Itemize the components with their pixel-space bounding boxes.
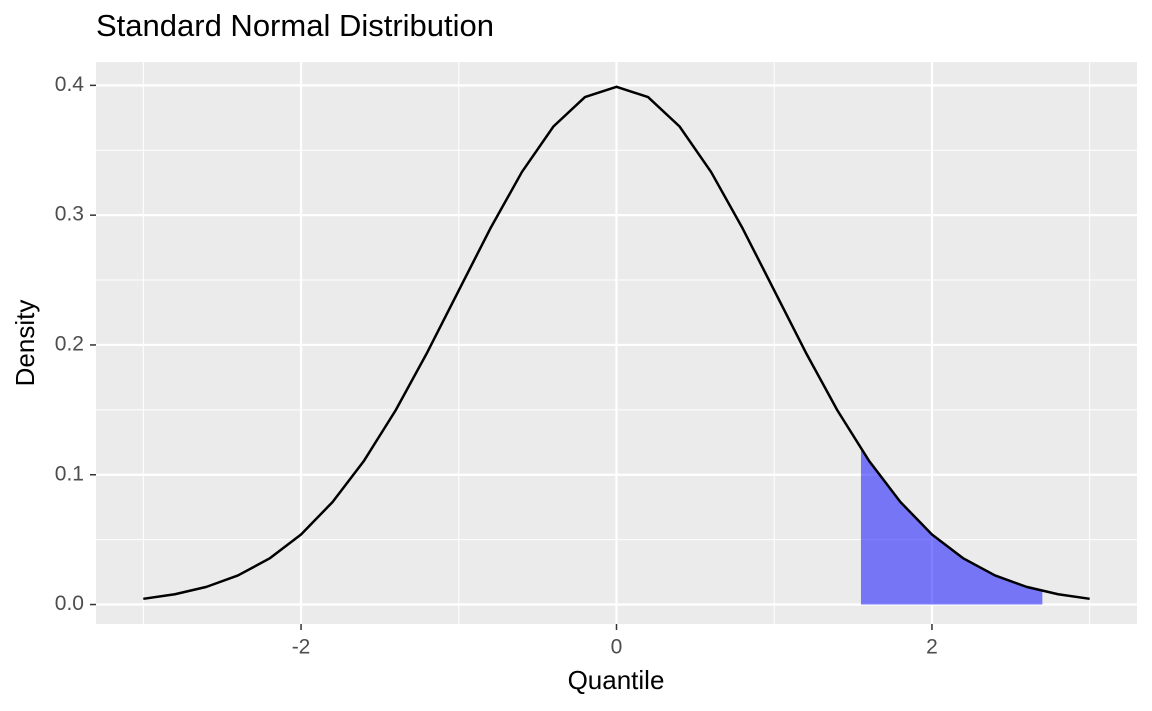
shaded-area bbox=[860, 448, 1043, 605]
y-tick-label: 0.2 bbox=[55, 332, 84, 355]
chart-title: Standard Normal Distribution bbox=[96, 8, 494, 43]
grid bbox=[96, 62, 1137, 624]
x-tick-label: -2 bbox=[292, 636, 311, 659]
y-tick-label: 0.3 bbox=[55, 203, 84, 226]
x-axis-label: Quantile bbox=[568, 665, 665, 695]
y-tick-label: 0.0 bbox=[55, 592, 84, 615]
x-tick-label: 0 bbox=[611, 636, 623, 659]
y-tick-label: 0.4 bbox=[55, 73, 85, 96]
density-curve bbox=[143, 85, 1090, 601]
y-tick-label: 0.1 bbox=[55, 462, 84, 485]
marks bbox=[143, 85, 1090, 605]
y-axis-label: Density bbox=[10, 300, 40, 387]
x-tick-label: 2 bbox=[926, 636, 938, 659]
